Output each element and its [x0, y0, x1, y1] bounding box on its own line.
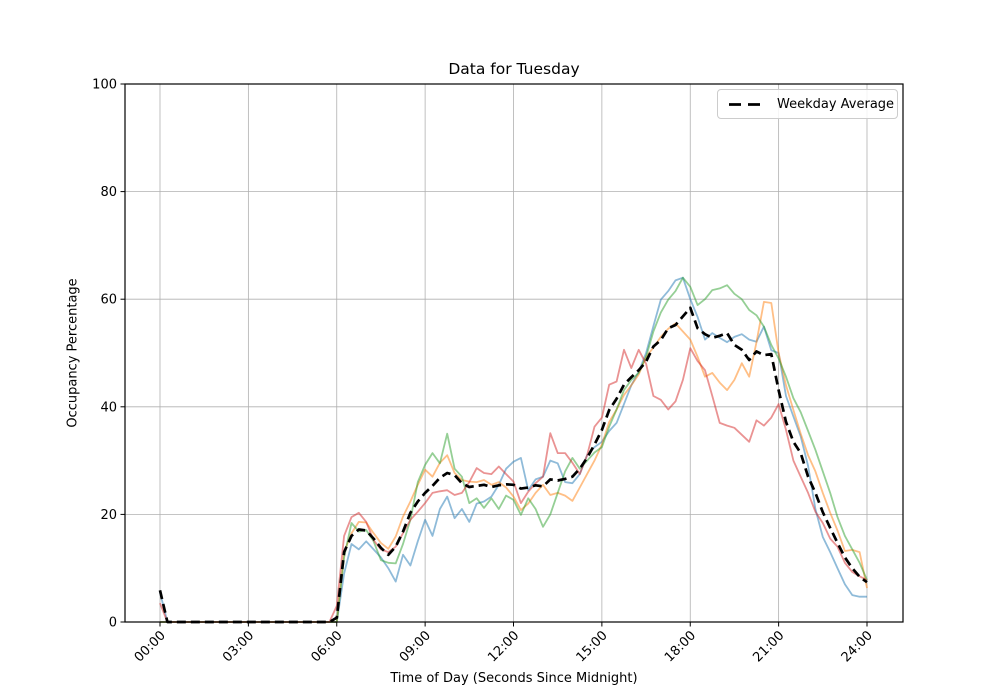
legend-label: Weekday Average [777, 96, 895, 112]
x-tick-label: 06:00 [308, 628, 345, 665]
x-tick-label: 03:00 [220, 628, 257, 665]
y-tick-label: 60 [100, 293, 117, 308]
chart-title: Data for Tuesday [448, 60, 580, 78]
x-tick-label: 15:00 [574, 628, 611, 665]
y-tick-label: 0 [109, 616, 117, 631]
y-axis-label: Occupancy Percentage [65, 278, 81, 428]
x-tick-label: 00:00 [132, 628, 169, 665]
y-tick-label: 80 [100, 185, 117, 200]
grid [125, 83, 903, 623]
x-tick-labels: 00:00 03:00 06:00 09:00 12:00 15:00 18:00 21:00… [132, 628, 876, 665]
x-tick-label: 12:00 [485, 628, 522, 665]
x-tick-label: 18:00 [662, 628, 699, 665]
y-tick-label: 20 [100, 508, 117, 523]
legend: Weekday Average [717, 89, 898, 119]
x-tick-label: 21:00 [750, 628, 787, 665]
legend-dash-sample [729, 102, 765, 106]
y-tick-label: 100 [92, 78, 117, 93]
axes-box [124, 83, 904, 623]
x-tick-label: 24:00 [839, 628, 876, 665]
y-tick-labels: 0 20 40 60 80 100 [92, 78, 117, 631]
y-tick-label: 40 [100, 400, 117, 415]
axes-frame [120, 83, 904, 627]
x-axis-label: Time of Day (Seconds Since Midnight) [390, 671, 638, 686]
x-tick-label: 09:00 [397, 628, 434, 665]
